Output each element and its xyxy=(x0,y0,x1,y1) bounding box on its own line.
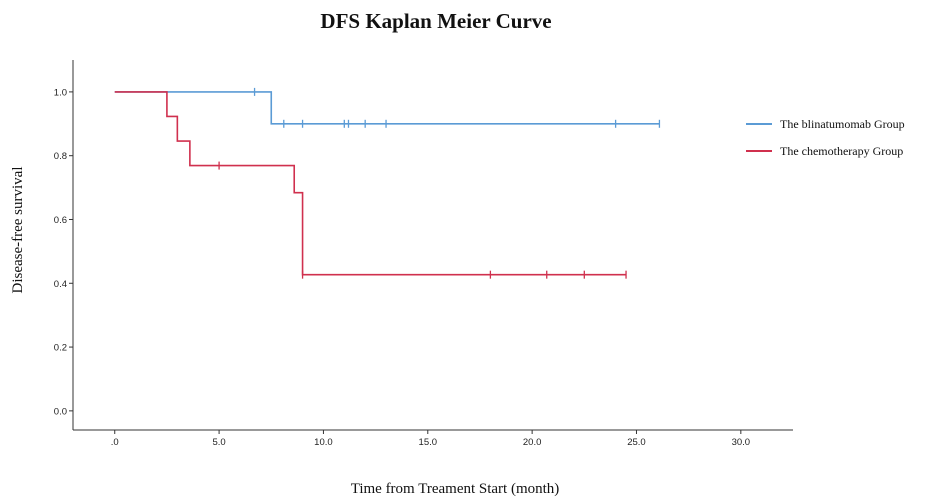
y-tick-label: 0.0 xyxy=(54,406,67,417)
x-axis-label: Time from Treament Start (month) xyxy=(351,481,560,497)
y-tick-label: 0.2 xyxy=(54,343,67,354)
x-tick-label: 20.0 xyxy=(523,437,542,448)
x-tick-label: .0 xyxy=(111,437,119,448)
legend: The blinatumomab Group The chemotherapy … xyxy=(746,117,905,158)
legend-label-chemotherapy: The chemotherapy Group xyxy=(780,144,903,158)
y-axis-ticks: 0.0 0.2 0.4 0.6 0.8 1.0 xyxy=(54,87,73,417)
chart-title: DFS Kaplan Meier Curve xyxy=(320,9,551,33)
survival-curve-blinatumomab xyxy=(114,91,660,125)
plot-area: .0 5.0 10.0 15.0 20.0 25.0 30.0 0.00.20.40.60.… xyxy=(54,60,793,448)
y-tick-label: 0.4 xyxy=(54,279,67,290)
x-tick-label: 30.0 xyxy=(732,437,751,448)
x-axis-ticks: .0 5.0 10.0 15.0 20.0 25.0 30.0 xyxy=(111,430,750,448)
x-tick-label: 5.0 xyxy=(212,437,225,448)
y-tick-label: 1.0 xyxy=(54,87,67,98)
x-tick-label: 10.0 xyxy=(314,437,333,448)
x-tick-label: 15.0 xyxy=(419,437,438,448)
y-tick-label: 0.6 xyxy=(54,215,67,226)
x-tick-label: 25.0 xyxy=(627,437,646,448)
y-tick-label: 0.8 xyxy=(54,151,67,162)
y-axis-label: Disease-free survival xyxy=(10,166,26,293)
series-layer xyxy=(114,87,661,279)
survival-curve-chemotherapy xyxy=(114,91,627,276)
legend-label-blinatumomab: The blinatumomab Group xyxy=(780,117,905,131)
